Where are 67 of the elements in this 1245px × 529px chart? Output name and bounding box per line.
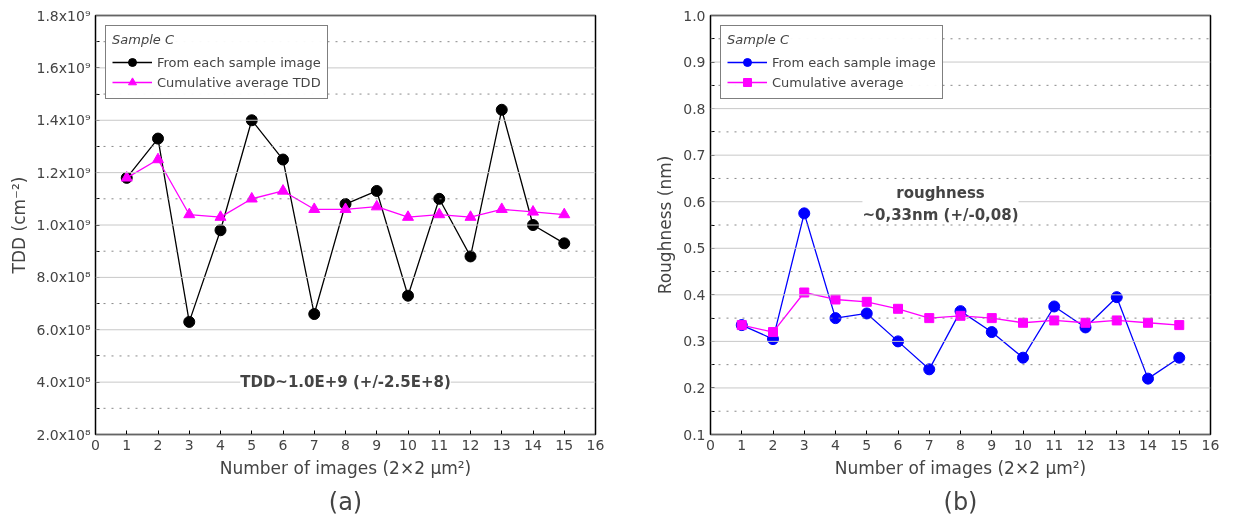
x-tick-label: 6 bbox=[893, 436, 903, 453]
y-tick-label: 0.9 bbox=[683, 54, 706, 71]
x-tick-label: 2 bbox=[153, 436, 163, 453]
annotation: roughness ~0,33nm (+/-0,08) bbox=[862, 184, 1019, 224]
x-tick-label: 15 bbox=[555, 436, 574, 453]
x-tick-label: 11 bbox=[430, 436, 449, 453]
x-tick-label: 7 bbox=[309, 436, 319, 453]
legend-label: Cumulative average bbox=[772, 74, 904, 90]
x-tick-label: 3 bbox=[799, 436, 809, 453]
annotation: TDD~1.0E+9 (+/-2.5E+8) bbox=[240, 373, 451, 392]
x-tick-label: 15 bbox=[1170, 436, 1189, 453]
x-tick-label: 12 bbox=[461, 436, 480, 453]
y-tick-label: 6.0x10⁸ bbox=[36, 321, 91, 338]
x-tick-label: 3 bbox=[184, 436, 194, 453]
x-tick-label: 14 bbox=[524, 436, 542, 453]
x-tick-label: 16 bbox=[1201, 436, 1220, 453]
x-tick-label: 9 bbox=[987, 436, 997, 453]
y-tick-label: 0.4 bbox=[683, 286, 706, 303]
y-tick-label: 2.0x10⁸ bbox=[36, 426, 91, 443]
x-axis-title: Number of images (2×2 µm²) bbox=[834, 457, 1087, 478]
x-tick-label: 9 bbox=[372, 436, 382, 453]
y-tick-label: 0.5 bbox=[683, 240, 706, 257]
y-axis-title: Roughness (nm) bbox=[655, 155, 676, 295]
x-axis-title: Number of images (2×2 µm²) bbox=[219, 457, 472, 478]
x-tick-label: 4 bbox=[216, 436, 226, 453]
legend-title: Sample C bbox=[112, 32, 175, 47]
x-tick-label: 10 bbox=[1014, 436, 1032, 453]
legend-title: Sample C bbox=[727, 32, 790, 47]
x-tick-label: 10 bbox=[399, 436, 417, 453]
x-tick-label: 1 bbox=[122, 436, 132, 453]
x-tick-label: 7 bbox=[924, 436, 934, 453]
legend-label: From each sample image bbox=[157, 54, 321, 70]
x-tick-label: 1 bbox=[737, 436, 747, 453]
x-tick-label: 8 bbox=[956, 436, 965, 453]
text: (a) bbox=[328, 487, 363, 516]
x-tick-label: 2 bbox=[768, 436, 778, 453]
x-tick-label: 14 bbox=[1139, 436, 1157, 453]
y-tick-label: 0.3 bbox=[683, 333, 706, 350]
y-axis-title: TDD (cm⁻²) bbox=[8, 176, 29, 275]
x-tick-label: 16 bbox=[586, 436, 605, 453]
x-tick-label: 5 bbox=[247, 436, 257, 453]
x-tick-label: 13 bbox=[492, 436, 511, 453]
legend-label: Cumulative average TDD bbox=[157, 74, 321, 90]
y-tick-label: 0.2 bbox=[683, 379, 706, 396]
x-tick-label: 12 bbox=[1076, 436, 1095, 453]
y-tick-label: 1.4x10⁹ bbox=[36, 112, 91, 129]
y-tick-label: 4.0x10⁸ bbox=[36, 374, 91, 391]
y-tick-label: 1.0x10⁹ bbox=[36, 217, 91, 233]
y-tick-label: 0.7 bbox=[683, 147, 706, 164]
y-tick-label: 1.2x10⁹ bbox=[36, 164, 91, 181]
x-tick-label: 13 bbox=[1107, 436, 1126, 453]
x-tick-label: 5 bbox=[862, 436, 872, 453]
text: (b) bbox=[943, 487, 978, 516]
y-tick-label: 0.6 bbox=[683, 193, 706, 210]
y-tick-label: 1.8x10⁹ bbox=[36, 7, 91, 24]
x-tick-label: 0 bbox=[706, 436, 715, 453]
x-tick-label: 11 bbox=[1045, 436, 1064, 453]
x-tick-label: 8 bbox=[341, 436, 350, 453]
y-tick-label: 1.0 bbox=[683, 7, 706, 24]
y-tick-label: 8.0x10⁸ bbox=[36, 269, 91, 286]
x-tick-label: 4 bbox=[831, 436, 841, 453]
x-tick-label: 0 bbox=[91, 436, 100, 453]
legend-label: From each sample image bbox=[772, 54, 936, 70]
y-tick-label: 1.6x10⁹ bbox=[36, 59, 91, 76]
y-tick-label: 0.1 bbox=[683, 426, 706, 443]
x-tick-label: 6 bbox=[278, 436, 288, 453]
y-tick-label: 0.8 bbox=[683, 100, 706, 117]
